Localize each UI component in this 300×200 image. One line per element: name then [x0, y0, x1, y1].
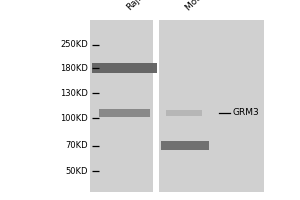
Text: Mouse brain: Mouse brain — [184, 0, 230, 12]
Text: 130KD: 130KD — [60, 89, 88, 98]
Text: 50KD: 50KD — [65, 167, 88, 176]
Bar — [160, 141, 208, 150]
Text: 70KD: 70KD — [65, 141, 88, 150]
Bar — [92, 63, 157, 73]
Text: GRM3: GRM3 — [232, 108, 259, 117]
Bar — [99, 109, 150, 117]
Bar — [167, 110, 203, 116]
Bar — [153, 20, 159, 192]
Bar — [90, 20, 264, 192]
Text: 250KD: 250KD — [60, 40, 88, 49]
Text: 100KD: 100KD — [60, 114, 88, 123]
Text: Rajl: Rajl — [124, 0, 143, 12]
Text: 180KD: 180KD — [60, 64, 88, 73]
